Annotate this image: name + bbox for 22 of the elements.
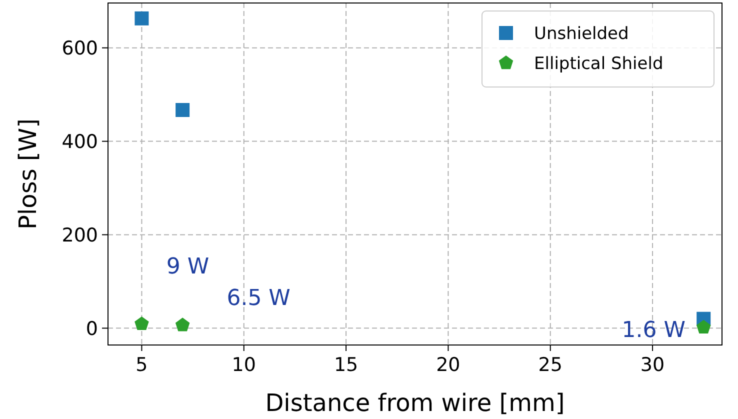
x-tick-label: 15 [334,354,358,376]
x-tick-label: 20 [436,354,460,376]
x-tick-label: 5 [136,354,148,376]
point [696,320,711,334]
y-axis-title: Ploss [W] [14,118,42,230]
x-axis-title: Distance from wire [mm] [265,389,565,417]
annotation: 9 W [166,254,210,280]
y-tick-label: 400 [62,130,98,153]
y-tick-label: 200 [62,224,98,246]
point [134,316,149,330]
x-tick-label: 25 [538,354,562,376]
x-tick-label: 30 [640,354,665,376]
annotation: 6.5 W [226,286,291,311]
point [175,318,190,332]
point [176,102,190,117]
x-tick-label: 10 [232,354,256,376]
legend-label: Elliptical Shield [534,54,664,74]
annotation: 1.6 W [622,318,686,344]
y-tick-label: 0 [86,318,98,340]
point [134,11,149,26]
legend-label: Unshielded [534,24,629,44]
y-tick-label: 600 [62,38,98,60]
